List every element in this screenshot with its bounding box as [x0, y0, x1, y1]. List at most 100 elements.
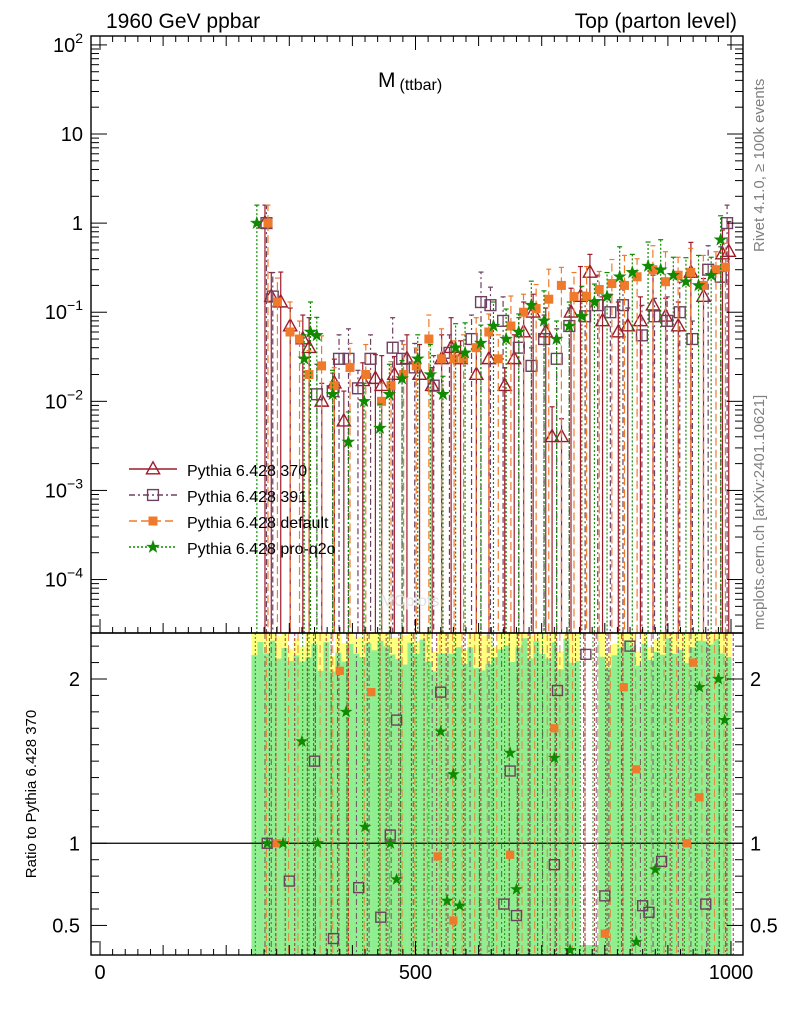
band-yellow — [347, 633, 354, 645]
data-point — [619, 280, 629, 290]
band-yellow — [425, 633, 432, 663]
data-point — [361, 370, 371, 380]
band-yellow — [503, 633, 510, 647]
ratio-point — [619, 683, 628, 692]
y-tick-exponent: −4 — [67, 565, 83, 581]
band-yellow — [605, 653, 612, 669]
band-yellow — [533, 633, 540, 643]
ratio-point — [504, 765, 516, 777]
data-point — [607, 279, 617, 289]
band-yellow — [647, 647, 654, 661]
band-green — [317, 670, 324, 955]
band-green — [653, 652, 660, 955]
ratio-point — [260, 836, 274, 849]
x-tick-label: 1000 — [709, 962, 754, 984]
data-point — [524, 298, 539, 312]
data-point — [612, 269, 627, 283]
header-left: 1960 GeV ppbar — [106, 10, 260, 33]
band-yellow — [473, 633, 480, 670]
data-point — [263, 218, 273, 228]
ratio-series-2 — [272, 658, 704, 938]
band-yellow — [263, 633, 270, 655]
legend-label: Pythia 6.428 391 — [187, 489, 307, 506]
band-yellow — [359, 637, 366, 659]
data-point — [648, 310, 661, 323]
data-point — [443, 346, 456, 359]
data-point — [493, 354, 503, 364]
mcplots-label: mcplots.cern.ch [arXiv:2401.10621] — [751, 394, 768, 630]
ratio-point — [682, 839, 691, 848]
ratio-point — [503, 746, 517, 759]
ratio-point — [311, 836, 325, 849]
band-yellow — [671, 633, 678, 655]
data-point — [506, 321, 516, 331]
data-point — [367, 369, 384, 385]
main-plot-area — [250, 204, 737, 633]
data-point — [704, 267, 719, 282]
ratio-point — [648, 862, 662, 875]
ratio-tick-label-left: 2 — [69, 669, 80, 691]
ratio-lines-4 — [268, 633, 734, 955]
data-point — [720, 262, 730, 272]
ratio-point — [563, 943, 577, 955]
data-point — [679, 274, 693, 288]
ratio-point — [383, 836, 397, 849]
data-point — [496, 376, 513, 392]
band-yellow — [455, 633, 462, 649]
ratio-axis-label: Ratio to Pythia 6.428 370 — [23, 710, 40, 878]
rivet-label: Rivet 4.1.0, ≥ 100k events — [751, 78, 768, 252]
ratio-point — [655, 855, 668, 868]
band-yellow — [419, 633, 426, 641]
data-point — [641, 258, 655, 272]
band-yellow — [281, 633, 288, 649]
band-yellow — [491, 646, 498, 659]
y-tick-label: 102 — [53, 30, 83, 57]
band-green — [365, 643, 372, 955]
band-yellow — [275, 636, 282, 660]
band-yellow — [479, 634, 486, 672]
ratio-point — [599, 890, 611, 902]
data-point — [519, 307, 529, 317]
data-point — [604, 306, 617, 319]
data-point — [436, 387, 450, 401]
data-point — [653, 262, 668, 276]
band-yellow — [719, 633, 726, 655]
chart-title-main: M — [378, 69, 396, 92]
band-yellow — [449, 633, 456, 655]
data-point — [399, 370, 409, 380]
series-4 — [250, 204, 728, 633]
y-tick-exponent: −1 — [67, 297, 83, 313]
band-yellow — [617, 633, 624, 649]
band-green — [719, 653, 726, 955]
band-yellow — [401, 634, 408, 666]
band-yellow — [293, 638, 300, 657]
data-point — [427, 379, 440, 392]
ratio-point — [375, 911, 387, 923]
data-point — [396, 352, 409, 365]
band-yellow — [635, 651, 642, 667]
ratio-point — [600, 929, 609, 938]
band-green — [407, 642, 414, 955]
data-point — [297, 351, 312, 365]
band-green — [455, 647, 462, 955]
y-tick-mantissa: 1 — [72, 213, 83, 235]
data-point — [411, 361, 421, 371]
band-green — [503, 645, 510, 955]
data-point — [423, 367, 438, 381]
band-green — [635, 665, 642, 955]
data-point — [304, 370, 314, 380]
ratio-tick-label-right: 2 — [750, 669, 761, 691]
band-green — [371, 650, 378, 955]
band-yellow — [623, 633, 630, 642]
band-yellow — [665, 633, 672, 640]
legend-marker — [145, 460, 161, 475]
chart-title-sub: (ttbar) — [400, 77, 443, 94]
data-point — [332, 352, 346, 365]
ratio-point — [367, 688, 376, 697]
data-point — [544, 294, 554, 304]
y-tick-label: 10−2 — [45, 386, 83, 413]
data-point — [511, 324, 526, 338]
ratio-point — [339, 705, 353, 718]
band-green — [347, 643, 354, 955]
